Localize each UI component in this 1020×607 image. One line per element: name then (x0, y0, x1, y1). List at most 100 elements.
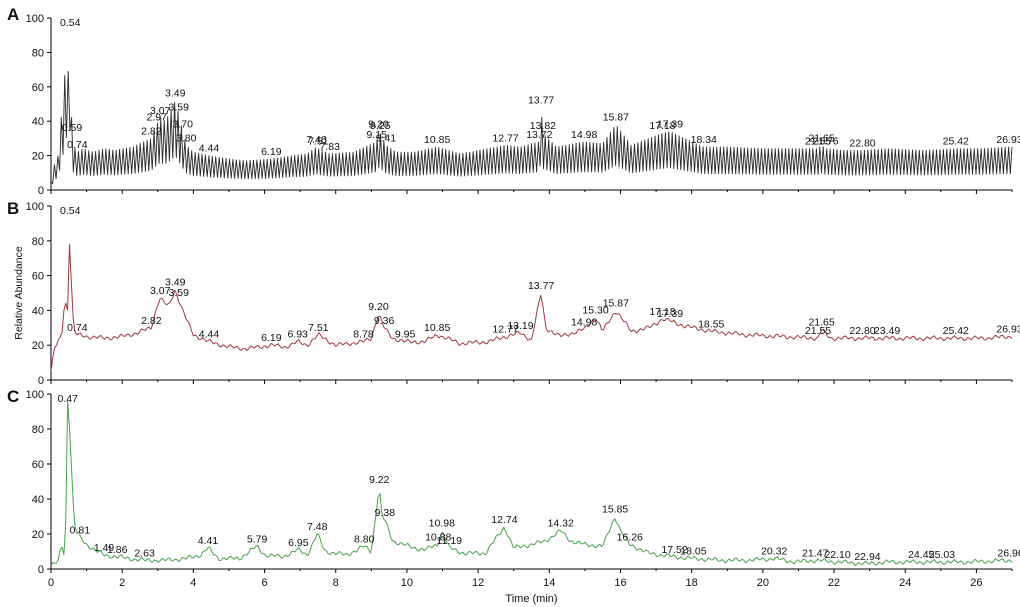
x-tick-label: 22 (828, 577, 840, 589)
peak-label: 7.51 (308, 322, 329, 334)
peak-label: 17.52 (661, 544, 687, 556)
panel-b: B 0 20 40 60 80 100 0.54 0.74 2.82 3.073.493.59 4.4… (7, 199, 1020, 387)
x-tick-label: 8 (333, 577, 339, 589)
y-tick-label: 20 (32, 340, 44, 352)
y-tick-label: 60 (32, 459, 44, 471)
peak-label: 21.65 (808, 317, 834, 329)
peak-label: 22.94 (854, 551, 880, 563)
peak-label: 21.76 (812, 136, 838, 148)
peak-label: 17.39 (657, 119, 683, 131)
panel-label: B (7, 199, 19, 218)
peak-label: 14.98 (571, 129, 597, 141)
peak-label: 14.98 (571, 317, 597, 329)
x-tick-label: 18 (686, 577, 698, 589)
peak-label: 0.74 (67, 322, 88, 334)
peak-label: 25.03 (929, 549, 955, 561)
peak-label: 0.59 (62, 122, 83, 134)
x-axis-title: Time (min) (505, 593, 557, 605)
y-tick-label: 40 (32, 494, 44, 506)
y-axis-title: Relative Abundance (13, 246, 25, 340)
peak-label: 3.70 (172, 119, 193, 131)
peak-label: 22.80 (849, 325, 875, 337)
x-tick-label: 16 (614, 577, 626, 589)
y-tick-label: 80 (32, 424, 44, 436)
peak-label: 26.96 (997, 547, 1020, 559)
x-tick-label: 0 (48, 577, 54, 589)
peak-label: 22.80 (849, 137, 875, 149)
peak-label: 9.36 (374, 315, 395, 327)
peak-label: 16.26 (617, 532, 643, 544)
x-tick-label: 6 (261, 577, 267, 589)
peak-label: 12.77 (492, 324, 518, 336)
peak-label: 13.77 (528, 280, 554, 292)
y-tick-label: 80 (32, 47, 44, 59)
peak-label: 0.47 (58, 393, 79, 405)
panel-label: A (7, 5, 19, 24)
peak-label: 9.20 (368, 301, 389, 313)
peak-label: 17.39 (657, 308, 683, 320)
peak-label: 17.18 (649, 120, 675, 132)
y-tick-label: 0 (38, 564, 44, 576)
series-line-b (50, 244, 1013, 372)
peak-label: 3.49 (165, 277, 186, 289)
x-tick-label: 26 (970, 577, 982, 589)
peak-label: 21.55 (805, 136, 831, 148)
x-tick-label: 24 (899, 577, 911, 589)
peak-label: 1.86 (107, 544, 128, 556)
peak-label: 2.97 (146, 112, 167, 124)
peak-label: 9.38 (375, 507, 396, 519)
peak-label: 24.45 (908, 549, 934, 561)
peak-label: 26.93 (996, 324, 1020, 336)
peak-label: 15.87 (603, 112, 629, 124)
peak-label: 6.95 (288, 537, 309, 549)
y-tick-label: 60 (32, 271, 44, 283)
peak-label: 25.42 (943, 325, 969, 337)
peak-label: 12.74 (491, 514, 517, 526)
peak-label: 15.85 (602, 504, 628, 516)
x-tick-label: 20 (757, 577, 769, 589)
peak-label: 3.80 (176, 132, 197, 144)
peak-label: 7.83 (319, 141, 340, 153)
series-line-c (50, 400, 1013, 566)
panel-a: A 0 20 40 60 80 100 0.54 0.59 0.74 2.822.973.07 3.4… (7, 5, 1020, 197)
peak-label: 21.55 (805, 325, 831, 337)
peak-label: 0.54 (60, 17, 81, 29)
y-tick-label: 100 (26, 13, 44, 25)
peak-label: 9.15 (366, 129, 387, 141)
peak-label: 8.78 (353, 329, 374, 341)
peak-label: 10.85 (424, 134, 450, 146)
peak-label: 17.18 (649, 306, 675, 318)
peak-label: 10.98 (429, 518, 455, 530)
y-tick-label: 20 (32, 151, 44, 163)
peak-label: 11.19 (437, 535, 463, 547)
y-tick-label: 100 (26, 201, 44, 213)
peak-label: 0.74 (67, 139, 88, 151)
y-tick-label: 40 (32, 116, 44, 128)
peak-label: 9.20 (368, 119, 389, 131)
y-tick-label: 40 (32, 305, 44, 317)
peak-label: 18.34 (691, 134, 717, 146)
peak-label: 18.05 (680, 546, 706, 558)
peak-label: 3.07 (150, 285, 171, 297)
peak-label: 3.07 (150, 105, 171, 117)
x-tick-label: 2 (119, 577, 125, 589)
x-tick-label: 12 (472, 577, 484, 589)
y-tick-label: 0 (38, 185, 44, 197)
peak-label: 10.88 (425, 532, 451, 544)
peak-label: 18.55 (698, 318, 724, 330)
peak-label: 22.10 (824, 549, 850, 561)
peak-label: 6.93 (287, 329, 308, 341)
peak-label: 10.85 (424, 322, 450, 334)
peak-label: 4.41 (198, 535, 219, 547)
peak-label: 4.44 (199, 329, 220, 341)
x-tick-label: 14 (543, 577, 555, 589)
peak-label: 9.25 (370, 120, 391, 132)
peak-label: 9.22 (369, 474, 390, 486)
peak-label: 13.19 (507, 320, 533, 332)
peak-label: 21.47 (802, 547, 828, 559)
panel-label: C (7, 387, 19, 406)
peak-label: 3.49 (165, 88, 186, 100)
peak-label: 13.82 (530, 120, 556, 132)
